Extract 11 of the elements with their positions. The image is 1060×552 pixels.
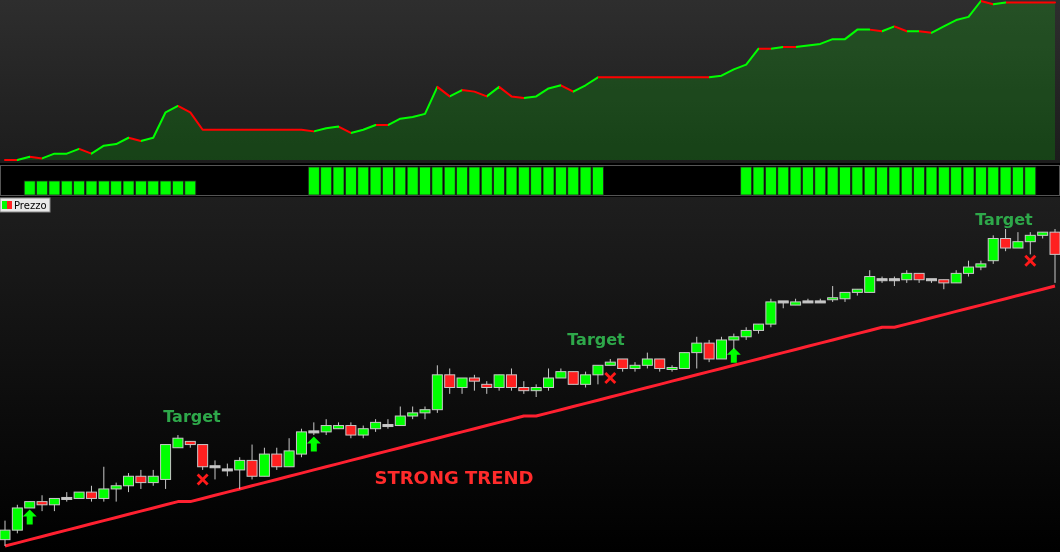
point [306, 436, 321, 452]
text: Target [975, 209, 1034, 229]
legend-label: Prezzo [14, 200, 47, 211]
point [22, 509, 37, 525]
point [1024, 254, 1037, 267]
point [196, 473, 209, 486]
annotation: Target [163, 406, 222, 426]
point [726, 347, 741, 363]
annotation: STRONG TREND [374, 467, 534, 488]
annotation: Target [567, 329, 626, 349]
point [604, 371, 617, 384]
